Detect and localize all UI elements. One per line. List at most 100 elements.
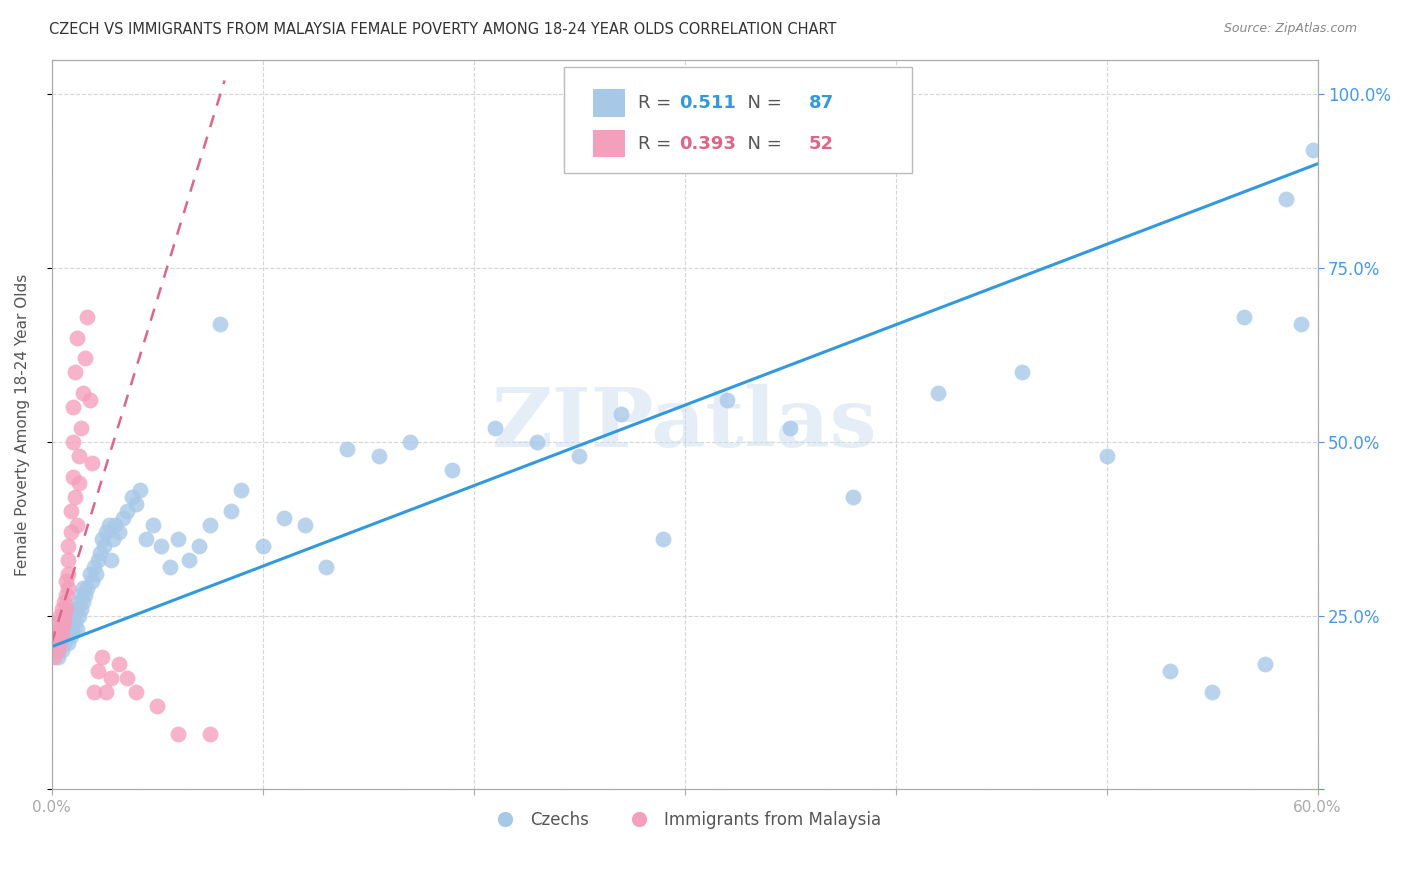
Point bbox=[63, 365, 86, 379]
Point bbox=[51, 643, 73, 657]
Point bbox=[188, 539, 211, 553]
Point bbox=[779, 421, 801, 435]
Legend: Czechs, Immigrants from Malaysia: Czechs, Immigrants from Malaysia bbox=[482, 805, 887, 836]
Point bbox=[135, 532, 157, 546]
Point bbox=[59, 504, 82, 518]
Point bbox=[1095, 449, 1118, 463]
Point bbox=[146, 698, 169, 713]
Point bbox=[46, 615, 69, 630]
FancyBboxPatch shape bbox=[564, 67, 912, 173]
Point bbox=[42, 636, 65, 650]
Point bbox=[75, 588, 97, 602]
Point bbox=[294, 518, 316, 533]
Point bbox=[219, 504, 242, 518]
Point bbox=[129, 483, 152, 498]
Point bbox=[716, 393, 738, 408]
Point bbox=[70, 601, 93, 615]
Point bbox=[46, 650, 69, 665]
Point bbox=[58, 553, 80, 567]
Point bbox=[167, 726, 190, 740]
Point bbox=[51, 623, 73, 637]
Text: R =: R = bbox=[638, 94, 676, 112]
Point bbox=[1289, 317, 1312, 331]
Point bbox=[53, 636, 76, 650]
Bar bbox=[593, 89, 626, 117]
Point bbox=[53, 594, 76, 608]
Point bbox=[1201, 685, 1223, 699]
Point bbox=[83, 685, 105, 699]
Y-axis label: Female Poverty Among 18-24 Year Olds: Female Poverty Among 18-24 Year Olds bbox=[15, 273, 30, 575]
Point bbox=[568, 449, 591, 463]
Point bbox=[79, 393, 101, 408]
Point bbox=[108, 525, 131, 540]
Point bbox=[72, 594, 94, 608]
Point bbox=[79, 566, 101, 581]
Point bbox=[49, 636, 72, 650]
Point bbox=[53, 608, 76, 623]
Point bbox=[55, 629, 77, 643]
Point bbox=[842, 491, 865, 505]
Point bbox=[610, 407, 633, 421]
Point bbox=[1302, 143, 1324, 157]
Point bbox=[76, 310, 98, 324]
Point bbox=[198, 518, 221, 533]
Point bbox=[83, 559, 105, 574]
Point bbox=[336, 442, 359, 456]
Point bbox=[63, 601, 86, 615]
Point bbox=[58, 636, 80, 650]
Point bbox=[89, 546, 111, 560]
Point bbox=[55, 601, 77, 615]
Point bbox=[66, 518, 89, 533]
Text: 0.511: 0.511 bbox=[679, 94, 737, 112]
Point bbox=[91, 650, 114, 665]
Point bbox=[1275, 192, 1298, 206]
Point bbox=[51, 615, 73, 630]
Point bbox=[66, 330, 89, 344]
Point bbox=[46, 643, 69, 657]
Point bbox=[58, 608, 80, 623]
Point bbox=[117, 504, 139, 518]
Point bbox=[46, 629, 69, 643]
Point bbox=[59, 623, 82, 637]
Point bbox=[55, 588, 77, 602]
Point bbox=[62, 400, 84, 414]
Point bbox=[87, 553, 110, 567]
Point bbox=[62, 608, 84, 623]
Point bbox=[66, 601, 89, 615]
Point bbox=[96, 525, 118, 540]
Point bbox=[72, 581, 94, 595]
Text: CZECH VS IMMIGRANTS FROM MALAYSIA FEMALE POVERTY AMONG 18-24 YEAR OLDS CORRELATI: CZECH VS IMMIGRANTS FROM MALAYSIA FEMALE… bbox=[49, 22, 837, 37]
Point bbox=[42, 650, 65, 665]
Point bbox=[101, 532, 124, 546]
Text: Source: ZipAtlas.com: Source: ZipAtlas.com bbox=[1223, 22, 1357, 36]
Point bbox=[125, 685, 148, 699]
Point bbox=[67, 594, 90, 608]
Text: ZIPatlas: ZIPatlas bbox=[492, 384, 877, 465]
Point bbox=[67, 449, 90, 463]
Point bbox=[91, 532, 114, 546]
Point bbox=[526, 434, 548, 449]
Point bbox=[59, 525, 82, 540]
Point bbox=[49, 629, 72, 643]
Text: 87: 87 bbox=[808, 94, 834, 112]
Point bbox=[927, 386, 949, 401]
Point bbox=[49, 623, 72, 637]
Point bbox=[51, 629, 73, 643]
Point bbox=[399, 434, 422, 449]
Point bbox=[62, 623, 84, 637]
Point bbox=[87, 664, 110, 678]
Point bbox=[80, 456, 103, 470]
Point bbox=[104, 518, 127, 533]
Text: N =: N = bbox=[737, 135, 787, 153]
Point bbox=[97, 518, 120, 533]
Point bbox=[112, 511, 135, 525]
Point bbox=[45, 643, 67, 657]
Point bbox=[231, 483, 253, 498]
Point bbox=[100, 553, 122, 567]
Point bbox=[63, 491, 86, 505]
Text: R =: R = bbox=[638, 135, 676, 153]
Point bbox=[46, 623, 69, 637]
Point bbox=[66, 623, 89, 637]
Point bbox=[209, 317, 232, 331]
Point bbox=[367, 449, 389, 463]
